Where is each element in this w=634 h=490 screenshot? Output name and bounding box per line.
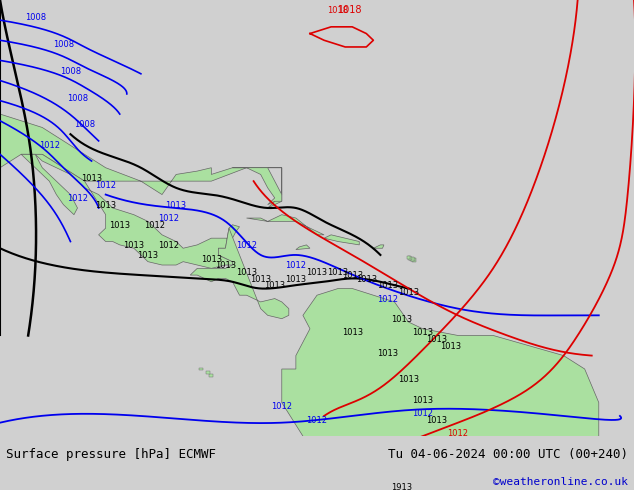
Text: 1013: 1013 — [109, 221, 131, 230]
Polygon shape — [324, 235, 359, 245]
Text: 1008: 1008 — [74, 121, 95, 129]
Text: 1013: 1013 — [426, 335, 448, 344]
Text: 1013: 1013 — [391, 315, 412, 324]
Text: 1013: 1013 — [328, 268, 349, 277]
Text: 1013: 1013 — [398, 288, 419, 297]
Polygon shape — [411, 258, 415, 261]
Text: 1913: 1913 — [391, 483, 412, 490]
Polygon shape — [209, 374, 214, 377]
Text: 1008: 1008 — [53, 40, 74, 49]
Text: 1013: 1013 — [138, 251, 158, 260]
Text: 1013: 1013 — [342, 271, 363, 280]
Text: Tu 04-06-2024 00:00 UTC (00+240): Tu 04-06-2024 00:00 UTC (00+240) — [387, 448, 628, 462]
Text: 1013: 1013 — [165, 201, 186, 210]
Polygon shape — [21, 154, 240, 269]
Text: 1012: 1012 — [145, 221, 165, 230]
Text: 1012: 1012 — [158, 215, 179, 223]
Text: 1012: 1012 — [39, 141, 60, 149]
Text: 1013: 1013 — [356, 275, 377, 284]
Polygon shape — [296, 245, 310, 249]
Polygon shape — [407, 256, 410, 259]
Polygon shape — [373, 245, 384, 248]
Text: 1013: 1013 — [95, 201, 116, 210]
Text: 1013: 1013 — [201, 255, 222, 264]
Text: 1012: 1012 — [236, 241, 257, 250]
Polygon shape — [412, 258, 416, 262]
Text: 1012: 1012 — [95, 181, 116, 190]
Text: 1012: 1012 — [271, 402, 292, 411]
Text: 1012: 1012 — [158, 241, 179, 250]
Text: 1013: 1013 — [215, 261, 236, 270]
Polygon shape — [205, 371, 210, 374]
Polygon shape — [190, 228, 289, 318]
Text: 1008: 1008 — [60, 67, 81, 76]
Text: 1012: 1012 — [285, 261, 306, 270]
Text: 1012: 1012 — [306, 416, 328, 425]
Text: 1013: 1013 — [123, 241, 145, 250]
Polygon shape — [410, 257, 413, 261]
Text: 1013: 1013 — [342, 328, 363, 338]
Text: 1013: 1013 — [285, 275, 306, 284]
Polygon shape — [408, 256, 411, 260]
Text: 1012: 1012 — [67, 194, 88, 203]
Text: 1018: 1018 — [338, 5, 363, 15]
Polygon shape — [233, 168, 281, 205]
Text: ©weatheronline.co.uk: ©weatheronline.co.uk — [493, 477, 628, 487]
Text: 1018: 1018 — [328, 6, 349, 15]
Text: 1008: 1008 — [25, 13, 46, 22]
Text: 1012: 1012 — [412, 409, 433, 418]
Polygon shape — [247, 215, 324, 235]
Text: 1013: 1013 — [236, 268, 257, 277]
Text: 1013: 1013 — [412, 328, 433, 338]
Polygon shape — [409, 257, 413, 260]
Text: 1008: 1008 — [67, 94, 88, 102]
Text: 1013: 1013 — [377, 348, 398, 358]
Text: 1012: 1012 — [377, 295, 398, 304]
Text: 1013: 1013 — [264, 281, 285, 291]
Text: 1013: 1013 — [81, 174, 102, 183]
Text: Surface pressure [hPa] ECMWF: Surface pressure [hPa] ECMWF — [6, 448, 216, 462]
Polygon shape — [281, 289, 598, 490]
Text: 1013: 1013 — [377, 281, 398, 291]
Polygon shape — [21, 154, 77, 215]
Polygon shape — [0, 0, 281, 208]
Text: 1012: 1012 — [448, 429, 469, 438]
Text: 1013: 1013 — [412, 395, 433, 405]
Text: 1013: 1013 — [306, 268, 328, 277]
Text: 1013: 1013 — [250, 275, 271, 284]
Polygon shape — [198, 368, 203, 370]
Text: 1013: 1013 — [398, 375, 419, 385]
Text: 1013: 1013 — [426, 416, 448, 425]
Text: 1013: 1013 — [440, 342, 462, 351]
